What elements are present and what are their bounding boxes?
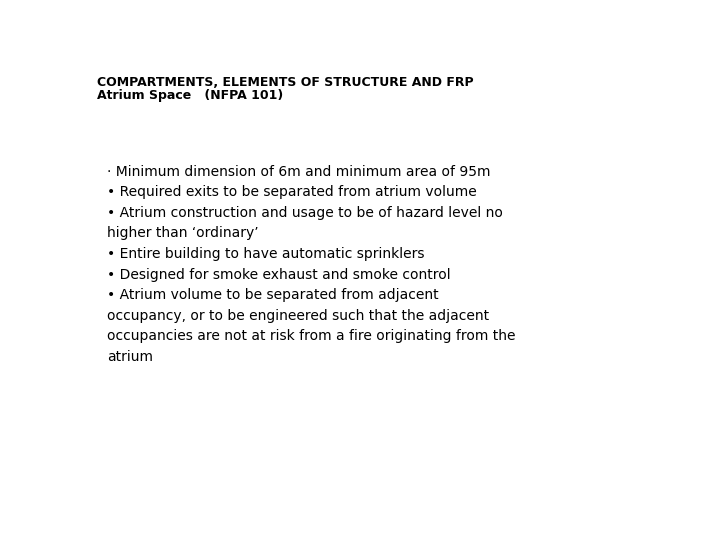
Text: COMPARTMENTS, ELEMENTS OF STRUCTURE AND FRP: COMPARTMENTS, ELEMENTS OF STRUCTURE AND … — [96, 77, 473, 90]
Text: Atrium Space   (NFPA 101): Atrium Space (NFPA 101) — [96, 89, 283, 102]
Text: · Minimum dimension of 6m and minimum area of 95m
• Required exits to be separat: · Minimum dimension of 6m and minimum ar… — [107, 165, 516, 364]
